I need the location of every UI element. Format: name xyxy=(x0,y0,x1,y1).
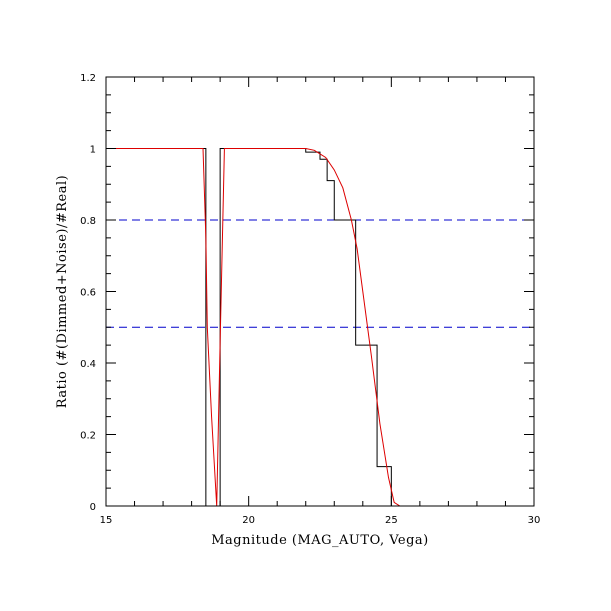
plot-frame xyxy=(105,76,535,507)
fit-series xyxy=(106,148,534,507)
x-axis-label: Magnitude (MAG_AUTO, Vega) xyxy=(211,533,429,548)
x-tick-label: 15 xyxy=(100,515,113,526)
y-tick-label: 1 xyxy=(90,145,96,156)
y-tick-label: 0.8 xyxy=(80,216,96,227)
x-tick-label: 20 xyxy=(242,515,255,526)
x-tick-label: 30 xyxy=(528,515,541,526)
axis-ticks xyxy=(105,76,535,507)
y-tick-label: 0.2 xyxy=(80,431,96,442)
y-axis-label: Ratio (#(Dimmed+Noise)/#Real) xyxy=(55,175,70,408)
axis-tick-labels: 15 20 25 30 0 0.2 0.4 0.6 0.8 1 1.2 xyxy=(80,73,540,526)
y-tick-label: 0.4 xyxy=(80,359,96,370)
y-tick-label: 0 xyxy=(90,502,96,513)
y-tick-label: 0.6 xyxy=(80,288,96,299)
fit-line xyxy=(106,148,534,507)
reference-lines xyxy=(106,219,534,328)
y-tick-label: 1.2 xyxy=(80,73,96,84)
x-tick-label: 25 xyxy=(385,515,398,526)
